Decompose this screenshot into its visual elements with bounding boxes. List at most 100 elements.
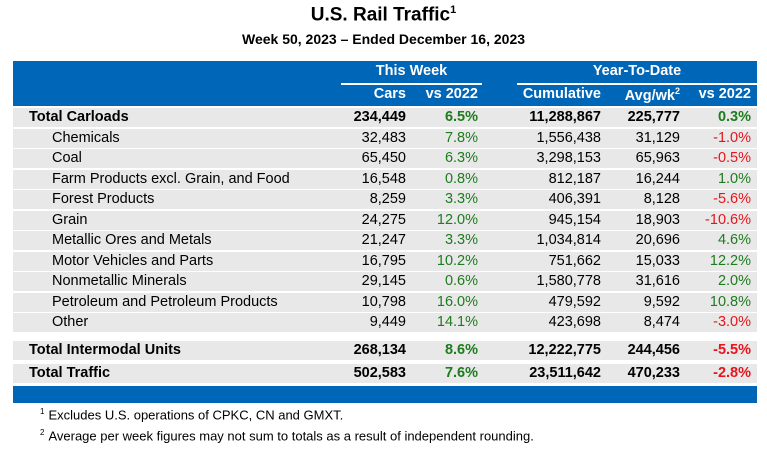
avg-value: 244,456 [627, 342, 680, 358]
table-header: This Week Year-To-Date Cars vs 2022 Cumu… [13, 61, 757, 106]
cars-value: 8,259 [369, 191, 406, 207]
table-row: Total Intermodal Units 268,134 8.6% 12,222,… [13, 341, 757, 360]
row-label: Forest Products [52, 191, 155, 207]
avg-value: 65,963 [635, 150, 680, 166]
row-label: Coal [52, 150, 82, 166]
cumulative-value: 3,298,153 [536, 150, 601, 166]
this-week-group: This Week [341, 63, 482, 85]
cumulative-value: 1,580,778 [536, 273, 601, 289]
vs2022-value: 3.3% [444, 191, 478, 207]
vs2022-ytd-value: -0.5% [713, 150, 751, 166]
vs2022-ytd-value: 4.6% [717, 232, 751, 248]
cars-value: 16,548 [361, 171, 406, 187]
avg-value: 470,233 [627, 365, 680, 381]
avg-value: 31,129 [635, 130, 680, 146]
footnote-1: 1 Excludes U.S. operations of CPKC, CN an… [40, 407, 344, 423]
cumulative-value: 423,698 [548, 314, 601, 330]
row-label: Metallic Ores and Metals [52, 232, 212, 248]
cumulative-value: 479,592 [548, 294, 601, 310]
avg-value: 15,033 [635, 253, 680, 269]
cars-value: 234,449 [353, 109, 406, 125]
table-row: Coal 65,450 6.3% 3,298,153 65,963 -0.5% [13, 149, 757, 168]
vs2022-value: 16.0% [436, 294, 478, 310]
cumulative-value: 751,662 [548, 253, 601, 269]
cars-value: 16,795 [361, 253, 406, 269]
row-label: Petroleum and Petroleum Products [52, 294, 278, 310]
cars-value: 502,583 [353, 365, 406, 381]
vs2022-value: 6.5% [444, 109, 478, 125]
vs2022-value: 7.6% [444, 365, 478, 381]
vs2022-ytd-value: -10.6% [705, 212, 751, 228]
vs2022-value: 0.6% [444, 273, 478, 289]
avg-value: 9,592 [643, 294, 680, 310]
table-row: Total Carloads 234,449 6.5% 11,288,867 225,7… [13, 108, 757, 127]
row-label: Chemicals [52, 130, 120, 146]
avg-value: 18,903 [635, 212, 680, 228]
vs2022-ytd-value: -5.6% [713, 191, 751, 207]
vs2022-ytd-value: 0.3% [717, 109, 751, 125]
vs2022-value: 6.3% [444, 150, 478, 166]
avg-value: 8,474 [643, 314, 680, 330]
table-row: Farm Products excl. Grain, and Food 16,54… [13, 170, 757, 189]
vs2022-ytd-value: -3.0% [713, 314, 751, 330]
row-label: Other [52, 314, 89, 330]
page-title: U.S. Rail Traffic1 [310, 4, 457, 26]
footnote-2: 2 Average per week figures may not sum to… [40, 428, 534, 444]
table-row: Total Traffic 502,583 7.6% 23,511,642 470,23… [13, 364, 757, 383]
table-row: Chemicals 32,483 7.8% 1,556,438 31,129 -1.0% [13, 129, 757, 148]
vs2022-ytd-value: -2.8% [713, 365, 751, 381]
row-label: Grain [52, 212, 88, 228]
vs2022-value: 12.0% [436, 212, 478, 228]
cumulative-value: 812,187 [548, 171, 601, 187]
avg-value: 8,128 [643, 191, 680, 207]
table-row: Other 9,449 14.1% 423,698 8,474 -3.0% [13, 313, 757, 332]
cars-value: 10,798 [361, 294, 406, 310]
cars-value: 24,275 [361, 212, 406, 228]
cars-value: 21,247 [361, 232, 406, 248]
cumulative-value: 12,222,775 [528, 342, 601, 358]
cars-value: 268,134 [353, 342, 406, 358]
table-row: Nonmetallic Minerals 29,145 0.6% 1,580,778 3… [13, 272, 757, 291]
vs2022-value: 7.8% [444, 130, 478, 146]
cumulative-value: 945,154 [548, 212, 601, 228]
cars-value: 32,483 [361, 130, 406, 146]
col-cumulative: Cumulative [522, 86, 601, 102]
col-vs2022-ytd: vs 2022 [698, 86, 751, 102]
cumulative-value: 11,288,867 [529, 109, 601, 125]
vs2022-ytd-value: 12.2% [709, 253, 751, 269]
row-label: Total Carloads [29, 109, 129, 125]
table-row: Grain 24,275 12.0% 945,154 18,903 -10.6% [13, 211, 757, 230]
row-label: Farm Products excl. Grain, and Food [52, 171, 290, 187]
row-label: Total Intermodal Units [29, 342, 181, 358]
row-label: Nonmetallic Minerals [52, 273, 187, 289]
table-row: Motor Vehicles and Parts 16,795 10.2% 751,6… [13, 252, 757, 271]
vs2022-ytd-value: 10.8% [709, 294, 751, 310]
table-row: Petroleum and Petroleum Products 10,798 16… [13, 293, 757, 312]
ytd-group: Year-To-Date [517, 63, 757, 85]
vs2022-ytd-value: -5.5% [713, 342, 751, 358]
vs2022-ytd-value: 1.0% [717, 171, 751, 187]
cars-value: 9,449 [369, 314, 406, 330]
vs2022-value: 3.3% [444, 232, 478, 248]
vs2022-value: 10.2% [436, 253, 478, 269]
cars-value: 29,145 [361, 273, 406, 289]
vs2022-value: 0.8% [444, 171, 478, 187]
vs2022-ytd-value: -1.0% [713, 130, 751, 146]
cumulative-value: 1,556,438 [536, 130, 601, 146]
table-row: Forest Products 8,259 3.3% 406,391 8,128 -5.6… [13, 190, 757, 209]
row-label: Total Traffic [29, 365, 111, 381]
cars-value: 65,450 [361, 150, 406, 166]
cumulative-value: 406,391 [548, 191, 601, 207]
cumulative-value: 23,511,642 [529, 365, 601, 381]
avg-value: 225,777 [627, 109, 680, 125]
table-row: Metallic Ores and Metals 21,247 3.3% 1,034,… [13, 231, 757, 250]
footer-bar [13, 386, 757, 403]
vs2022-value: 14.1% [436, 314, 478, 330]
subtitle: Week 50, 2023 – Ended December 16, 2023 [241, 31, 526, 47]
col-cars: Cars [373, 86, 406, 102]
col-avg: Avg/wk2 [624, 86, 680, 104]
cumulative-value: 1,034,814 [536, 232, 601, 248]
avg-value: 31,616 [635, 273, 680, 289]
vs2022-value: 8.6% [444, 342, 478, 358]
avg-value: 16,244 [635, 171, 680, 187]
